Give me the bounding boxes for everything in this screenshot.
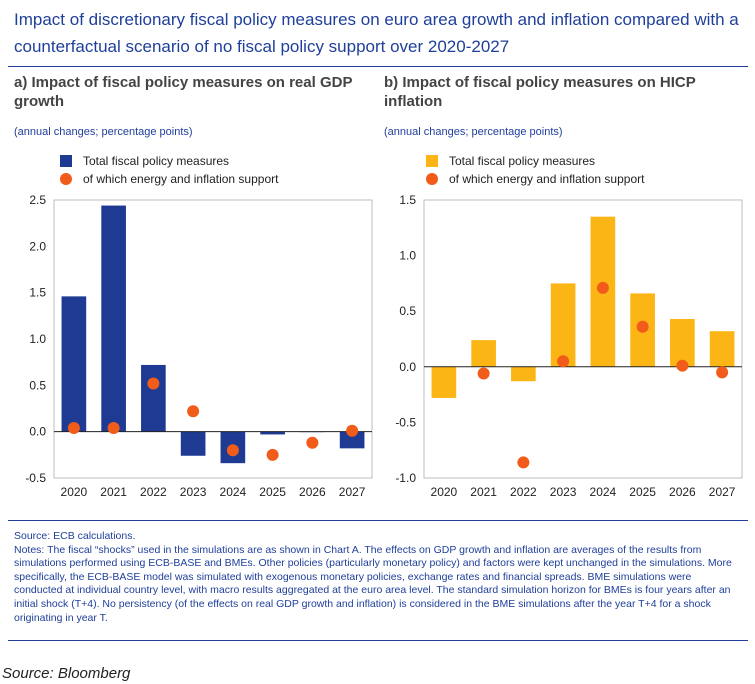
y-tick-label: 0.0 xyxy=(29,425,46,439)
legend-dot-label: of which energy and inflation support xyxy=(449,172,645,186)
title-rule xyxy=(8,66,748,67)
point xyxy=(67,421,80,434)
plot-frame xyxy=(53,199,373,479)
figure-title: Impact of discretionary fiscal policy me… xyxy=(14,10,739,56)
bar xyxy=(260,431,285,435)
x-tick-label: 2021 xyxy=(100,485,127,499)
bar xyxy=(180,431,206,456)
point xyxy=(716,366,729,379)
legend-dot-label: of which energy and inflation support xyxy=(83,172,279,186)
y-tick-label: -0.5 xyxy=(25,471,46,485)
x-tick-label: 2022 xyxy=(510,485,537,499)
y-tick-label: 0.5 xyxy=(399,304,416,318)
bar xyxy=(141,364,166,432)
notes-block: Source: ECB calculations. Notes: The fis… xyxy=(14,530,742,625)
x-tick-label: 2027 xyxy=(709,485,736,499)
point xyxy=(306,436,319,449)
x-tick-label: 2026 xyxy=(299,485,326,499)
bar xyxy=(709,331,735,367)
y-tick-label: 2.0 xyxy=(29,239,46,253)
bottom-source: Source: Bloomberg xyxy=(2,665,131,682)
panel-b-legend-bar: Total fiscal policy measures xyxy=(426,153,595,169)
plot-frame xyxy=(423,199,743,479)
y-tick-label: 0.5 xyxy=(29,378,46,392)
point xyxy=(676,359,689,372)
bar xyxy=(550,283,576,367)
point xyxy=(107,421,120,434)
x-tick-label: 2020 xyxy=(431,485,458,499)
panel-b-subtitle: (annual changes; percentage points) xyxy=(384,126,563,138)
point xyxy=(346,424,359,437)
y-tick-label: 1.5 xyxy=(399,193,416,207)
panel-a-legend-bar: Total fiscal policy measures xyxy=(60,153,229,169)
y-tick-label: 1.0 xyxy=(29,332,46,346)
notes-bottom-rule xyxy=(8,640,748,641)
x-tick-label: 2023 xyxy=(180,485,207,499)
bar xyxy=(511,366,536,382)
bar xyxy=(471,340,496,367)
panel-b-legend-dot: of which energy and inflation support xyxy=(426,171,644,187)
bar xyxy=(670,318,695,367)
y-tick-label: -1.0 xyxy=(395,471,416,485)
point xyxy=(636,320,649,333)
x-tick-label: 2022 xyxy=(140,485,167,499)
x-tick-label: 2024 xyxy=(220,485,247,499)
panel-a-legend-dot: of which energy and inflation support xyxy=(60,171,278,187)
x-tick-label: 2025 xyxy=(629,485,656,499)
y-tick-label: 0.0 xyxy=(399,360,416,374)
x-tick-label: 2025 xyxy=(259,485,286,499)
legend-bar-label: Total fiscal policy measures xyxy=(449,154,596,168)
x-tick-label: 2026 xyxy=(669,485,696,499)
legend-bar-swatch xyxy=(60,155,72,167)
panel-a-svg: 2.5 2.0 1.5 1.0 0.5 0.0 -0.5 2020 2021 2022 2023 20… xyxy=(25,193,373,499)
x-tick-label: 2027 xyxy=(339,485,366,499)
bar xyxy=(339,431,365,449)
panel-b-svg: 1.5 1.0 0.5 0.0 -0.5 -1.0 2020 2021 2022 2023 2024… xyxy=(395,193,743,499)
panel-a-subtitle: (annual changes; percentage points) xyxy=(14,126,193,138)
panel-a-title: a) Impact of fiscal policy measures on r… xyxy=(14,74,353,110)
point xyxy=(596,281,609,294)
bar xyxy=(61,296,87,432)
point xyxy=(517,456,530,469)
y-tick-label: 2.5 xyxy=(29,193,46,207)
x-tick-label: 2023 xyxy=(550,485,577,499)
point xyxy=(477,367,490,380)
legend-dot-marker xyxy=(426,173,438,185)
x-tick-label: 2020 xyxy=(61,485,88,499)
point xyxy=(226,444,239,457)
point xyxy=(187,405,200,418)
source-note: Source: ECB calculations. xyxy=(14,530,136,542)
bar xyxy=(101,205,126,432)
y-tick-label: 1.5 xyxy=(29,286,46,300)
bar xyxy=(431,366,457,398)
notes-text: Notes: The fiscal “shocks” used in the s… xyxy=(14,543,732,624)
y-tick-label: 1.0 xyxy=(399,249,416,263)
x-tick-label: 2024 xyxy=(590,485,617,499)
legend-dot-marker xyxy=(60,173,72,185)
legend-bar-label: Total fiscal policy measures xyxy=(83,154,230,168)
point xyxy=(557,355,570,368)
legend-bar-swatch xyxy=(426,155,438,167)
footer-rule xyxy=(8,520,748,521)
y-tick-label: -0.5 xyxy=(395,415,416,429)
panel-b-title: b) Impact of fiscal policy measures on H… xyxy=(384,74,696,110)
x-tick-label: 2021 xyxy=(470,485,497,499)
panel-b-chart: 1.5 1.0 0.5 0.0 -0.5 -1.0 2020 2021 2022 2023 2024… xyxy=(384,192,744,504)
point xyxy=(147,377,160,390)
point xyxy=(266,448,279,461)
panel-a-chart: 2.5 2.0 1.5 1.0 0.5 0.0 -0.5 2020 2021 2022 2023 20… xyxy=(14,192,374,504)
